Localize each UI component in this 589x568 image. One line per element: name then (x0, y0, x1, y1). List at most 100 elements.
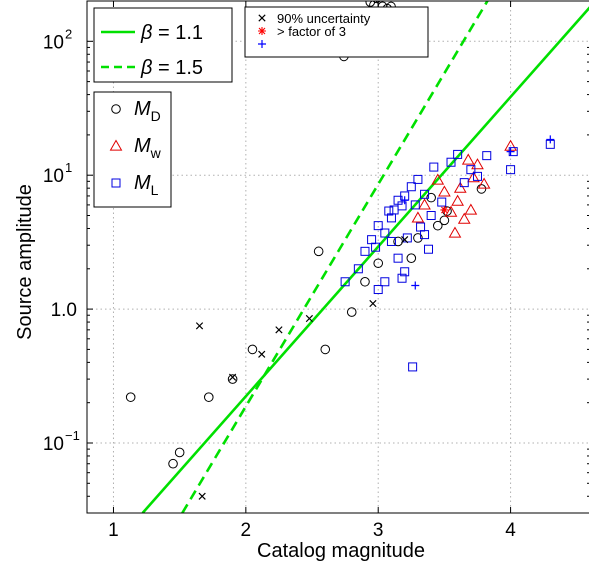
point-triangle (457, 212, 471, 224)
point-x (369, 299, 377, 308)
point-square (472, 171, 482, 181)
point-square (373, 221, 383, 231)
point-triangle (464, 203, 478, 215)
y-tick-label: 10 (43, 166, 64, 187)
legend-series-label: ML (134, 172, 159, 198)
y-tick-label: 10 (43, 32, 64, 53)
point-x (198, 492, 206, 500)
point-circle (313, 246, 324, 257)
point-plus (400, 196, 409, 205)
y-tick-exponent: 1 (65, 160, 72, 175)
y-tick-exponent: 2 (65, 26, 72, 41)
point-square (380, 228, 390, 238)
point-plus (546, 135, 555, 144)
point-square (446, 157, 456, 167)
point-circle (203, 392, 214, 402)
point-circle (432, 220, 443, 231)
legend-series-label: MD (134, 98, 161, 124)
point-circle (320, 344, 331, 355)
point-square (416, 222, 426, 232)
y-tick-label: 1.0 (51, 300, 77, 321)
x-tick-label: 4 (505, 520, 516, 541)
point-square (393, 253, 403, 263)
legend-flags-box (244, 6, 429, 58)
point-plus (411, 281, 420, 290)
fit-lines (141, 1, 589, 513)
y-tick-exponent: −1 (65, 428, 80, 443)
point-triangle (418, 198, 431, 210)
point-circle (406, 253, 417, 263)
point-square (420, 230, 430, 240)
x-tick-label: 2 (241, 520, 252, 541)
point-triangle (431, 173, 445, 185)
plot-frame (86, 0, 589, 514)
legend-flags: 90% uncertainty> factor of 3 (244, 6, 429, 58)
point-circle (174, 447, 185, 458)
point-square (406, 182, 416, 192)
point-square (466, 165, 476, 175)
legend-series-box (93, 91, 172, 208)
point-square (482, 151, 492, 161)
point-square (367, 235, 377, 245)
point-square (429, 162, 439, 172)
point-square (373, 285, 383, 295)
point-square (410, 200, 420, 210)
point-circle (360, 276, 370, 287)
legend-flag-label: > factor of 3 (277, 24, 346, 39)
point-triangle (477, 177, 491, 189)
point-triangle (444, 205, 458, 217)
point-circle (227, 374, 238, 384)
point-square (397, 273, 407, 283)
legend-marker (111, 178, 121, 188)
fit-line-1 (141, 6, 589, 513)
point-square (437, 197, 447, 207)
legend-magnitude-types: MD Mw ML (93, 91, 172, 208)
point-x (258, 350, 266, 358)
point-square (340, 277, 350, 287)
point-square (386, 236, 396, 246)
point-x (305, 314, 314, 323)
legend-flag-marker (258, 14, 266, 22)
point-x (401, 236, 409, 244)
point-square (402, 233, 412, 243)
legend-line-label: β = 1.1 (140, 22, 203, 44)
legend-line-label: β = 1.5 (140, 57, 203, 79)
point-circle (413, 233, 423, 243)
point-x (228, 373, 237, 381)
point-triangle (471, 158, 484, 170)
legend-fit-lines: β = 1.1 β = 1.5 (93, 7, 233, 83)
point-square (506, 165, 516, 175)
legend-lines-box (93, 7, 233, 83)
x-axis-label: Catalog magnitude (257, 540, 425, 562)
point-triangle (461, 153, 475, 165)
point-triangle (451, 194, 464, 206)
point-circle (476, 184, 487, 194)
point-square (453, 149, 463, 159)
point-circle (365, 1, 376, 7)
point-square (380, 277, 390, 287)
point-circle (346, 307, 357, 317)
point-square (384, 206, 394, 216)
point-triangle (438, 185, 451, 197)
point-circle (372, 1, 381, 4)
point-triangle (411, 211, 425, 223)
legend-flag-label: 90% uncertainty (277, 11, 371, 26)
point-square (400, 267, 410, 277)
x-tick-label: 3 (373, 520, 384, 541)
legend-marker (111, 104, 121, 114)
legend-marker (109, 139, 123, 151)
legend-series-label: Mw (134, 135, 162, 161)
point-square (353, 264, 363, 274)
x-tick-label: 1 (108, 520, 119, 541)
point-square (424, 244, 434, 254)
point-square (459, 178, 469, 188)
point-x (195, 322, 204, 330)
legend-flag-marker (258, 40, 266, 48)
point-circle (439, 215, 450, 226)
point-circle (125, 392, 136, 402)
point-triangle (453, 181, 467, 193)
point-plus (506, 147, 515, 156)
y-axis-label: Source amplitude (14, 184, 36, 340)
